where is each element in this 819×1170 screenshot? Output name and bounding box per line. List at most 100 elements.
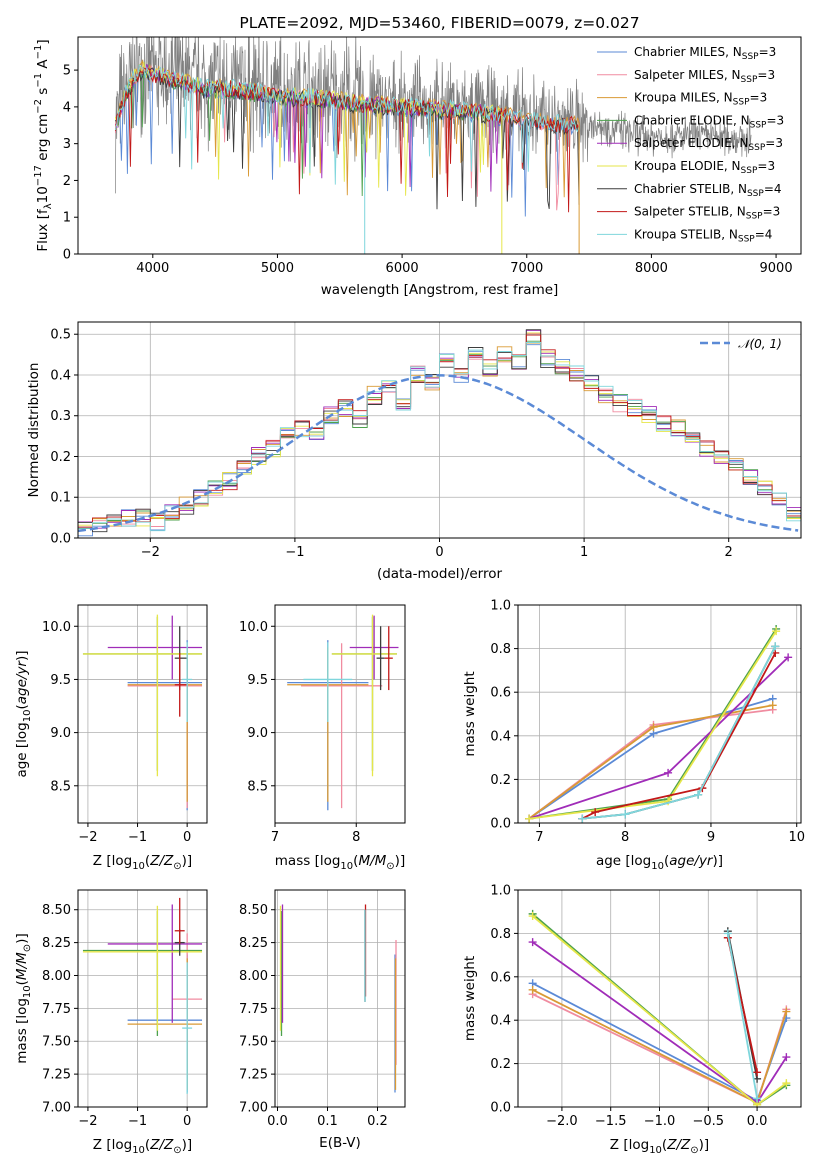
series-chabrier-stelib bbox=[578, 642, 780, 823]
x-tick-label: 0.1 bbox=[317, 1114, 338, 1129]
x-tick-label: 0 bbox=[183, 1114, 191, 1129]
y-tick-label: 2 bbox=[63, 174, 71, 189]
legend-label: Chabrier STELIB, NSSP=4 bbox=[634, 182, 782, 199]
x-axis-label: Z [log10(Z/Z⊙)] bbox=[93, 1137, 192, 1156]
errorbar-kroupa-stelib bbox=[182, 642, 193, 722]
legend: 𝒩(0, 1) bbox=[700, 337, 782, 351]
legend-label: Salpeter ELODIE, NSSP=3 bbox=[634, 136, 783, 153]
panel-age-vs-mass: 7 8 8.5 9.0 9.5 10.0 mass [log10(M/M⊙)] bbox=[239, 604, 406, 872]
errorbar-kroupa-miles bbox=[127, 647, 203, 802]
y-tick-label: 7.50 bbox=[42, 1035, 71, 1050]
errorbar-kroupa-elodie bbox=[331, 614, 397, 777]
x-tick-label: 0.2 bbox=[367, 1114, 388, 1129]
x-tick-label: −2.0 bbox=[546, 1114, 578, 1129]
y-tick-label: 7.00 bbox=[239, 1101, 268, 1116]
errorbar-kroupa-miles bbox=[127, 958, 203, 1090]
plot-area bbox=[78, 322, 801, 538]
series-kroupa-elodie bbox=[528, 912, 791, 1107]
series-salpeter-miles bbox=[525, 705, 777, 823]
errorbar-kroupa-stelib bbox=[182, 962, 193, 1094]
y-tick-label: 7.00 bbox=[42, 1101, 71, 1116]
data-point bbox=[525, 814, 534, 823]
data-point bbox=[771, 642, 780, 651]
histogram-kroupa-stelib bbox=[78, 342, 801, 532]
axes-frame bbox=[77, 889, 208, 1108]
legend-label: Chabrier MILES, NSSP=3 bbox=[634, 45, 776, 62]
series-kroupa-stelib bbox=[723, 929, 762, 1103]
x-tick-label: −1 bbox=[285, 545, 304, 560]
x-axis-label: Z [log10(Z/Z⊙)] bbox=[93, 853, 192, 872]
y-tick-label: 0.0 bbox=[490, 1101, 511, 1116]
x-tick-label: 0 bbox=[435, 545, 443, 560]
y-axis-label: Flux [fλ10−17 erg cm−2 s−1 A−1] bbox=[33, 39, 54, 251]
y-tick-label: 0.2 bbox=[50, 450, 71, 465]
x-tick-label: 6000 bbox=[386, 261, 419, 276]
x-tick-label: 0.0 bbox=[747, 1114, 768, 1129]
y-tick-label: 0 bbox=[63, 248, 71, 263]
errorbar-chabrier-stelib bbox=[174, 626, 188, 691]
data-point bbox=[694, 790, 703, 799]
y-tick-label: 0.2 bbox=[490, 773, 511, 788]
series-line bbox=[581, 652, 777, 820]
legend: Chabrier MILES, NSSP=3 Salpeter MILES, NS… bbox=[597, 45, 784, 244]
data-point bbox=[621, 810, 630, 819]
plot-area bbox=[275, 890, 405, 1107]
x-tick-label: 0.0 bbox=[267, 1114, 288, 1129]
y-tick-label: 0.0 bbox=[490, 817, 511, 832]
errorbar-salpeter-stelib bbox=[174, 652, 188, 717]
x-tick-label: 0 bbox=[183, 830, 191, 845]
x-axis-label: E(B-V) bbox=[319, 1135, 361, 1151]
errorbar-chabrier-stelib bbox=[376, 626, 385, 691]
axes-frame bbox=[77, 604, 208, 824]
data-point bbox=[782, 1079, 791, 1088]
errorbar-salpeter-elodie bbox=[349, 615, 399, 680]
panel-age-vs-Z: −2 −1 0 8.5 9.0 9.5 10.0 Z [log10(Z/Z⊙)] age [lo… bbox=[14, 604, 208, 872]
data-point bbox=[578, 814, 587, 823]
y-tick-label: 7.75 bbox=[239, 1002, 268, 1017]
y-axis-label: age [log10(age/yr)] bbox=[14, 650, 33, 777]
data-point bbox=[664, 768, 673, 777]
y-tick-label: 8.50 bbox=[42, 903, 71, 918]
data-point bbox=[723, 929, 732, 938]
data-point bbox=[753, 1094, 762, 1103]
plot-area bbox=[114, 37, 752, 254]
y-tick-label: 8.00 bbox=[239, 969, 268, 984]
plot-area bbox=[275, 605, 405, 823]
errorbar-chabrier-miles bbox=[127, 640, 203, 811]
x-tick-label: 7000 bbox=[510, 261, 543, 276]
data-point bbox=[782, 1007, 791, 1016]
data-point bbox=[772, 627, 781, 636]
data-point bbox=[528, 912, 537, 921]
errorbar-chabrier-elodie bbox=[82, 911, 203, 1036]
x-tick-label: −2 bbox=[78, 830, 97, 845]
y-axis-label: mass [log10(M/M⊙)] bbox=[14, 933, 33, 1063]
series-line bbox=[582, 645, 777, 820]
x-tick-label: −1 bbox=[128, 830, 147, 845]
plot-area bbox=[78, 890, 207, 1107]
errorbar-chabrier-elodie bbox=[82, 616, 203, 771]
y-tick-label: 8.5 bbox=[50, 779, 71, 794]
plot-area bbox=[78, 605, 207, 823]
data-point bbox=[528, 985, 537, 994]
legend-label: Kroupa STELIB, NSSP=4 bbox=[634, 227, 772, 244]
x-tick-label: 1 bbox=[580, 545, 588, 560]
y-tick-label: 8.25 bbox=[42, 936, 71, 951]
x-axis-label: wavelength [Angstrom, rest frame] bbox=[321, 282, 559, 298]
y-tick-label: 7.75 bbox=[42, 1002, 71, 1017]
errorbar-salpeter-elodie bbox=[107, 904, 203, 1023]
panel-mass-vs-Z: −2 −1 0 7.00 7.25 7.50 7.75 8.00 8.25 8.50 Z [log1… bbox=[14, 889, 208, 1156]
panel-massweight-vs-Z: −2.0 −1.5 −1.0 −0.5 0.0 0.0 0.2 0.4 0.6 0.8 1.0 Z [… bbox=[462, 884, 802, 1156]
y-tick-label: 0.4 bbox=[490, 1014, 511, 1029]
errorbar-salpeter-miles bbox=[127, 643, 203, 809]
x-tick-label: 7 bbox=[535, 830, 543, 845]
y-tick-label: 1.0 bbox=[490, 884, 511, 899]
x-tick-label: 2 bbox=[725, 545, 733, 560]
y-tick-label: 0.3 bbox=[50, 409, 71, 424]
x-tick-label: −1 bbox=[128, 1114, 147, 1129]
x-tick-label: −0.5 bbox=[693, 1114, 725, 1129]
y-tick-label: 1 bbox=[63, 211, 71, 226]
x-tick-label: 9000 bbox=[760, 261, 793, 276]
x-tick-label: 8000 bbox=[635, 261, 668, 276]
x-tick-label: 8 bbox=[621, 830, 629, 845]
x-tick-label: −2 bbox=[78, 1114, 97, 1129]
